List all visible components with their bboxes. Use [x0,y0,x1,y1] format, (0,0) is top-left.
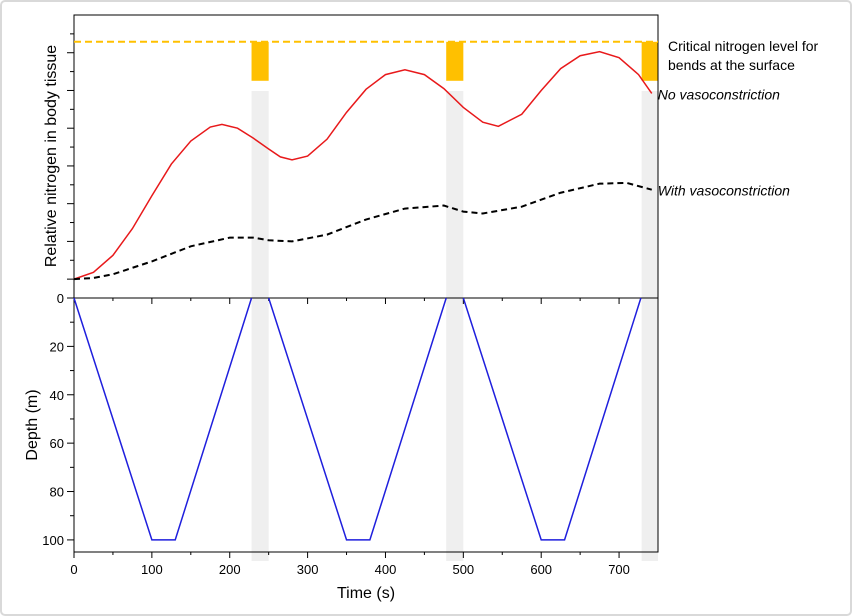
x-tick-label: 200 [219,562,241,577]
critical-label: Critical nitrogen level for [668,38,819,54]
critical-bar [641,41,658,81]
y-tick-label: 0 [57,291,64,306]
y-tick-label: 20 [50,339,64,354]
y-axis-label: Depth (m) [24,389,41,460]
y-tick-label: 100 [42,533,64,548]
critical-bar [251,41,269,81]
series-label: No vasoconstriction [658,86,780,102]
series-line [73,181,653,281]
x-tick-label: 700 [608,562,630,577]
bands [251,91,658,561]
plot-frame [73,297,659,553]
x-tick-label: 300 [297,562,319,577]
y-axis-label: Relative nitrogen in body tissue [43,45,60,267]
surface-band [641,91,658,561]
x-tick-label: 400 [375,562,397,577]
series-line [73,50,653,280]
x-tick-label: 500 [452,562,474,577]
x-tick-label: 100 [141,562,163,577]
series-label: With vasoconstriction [658,183,790,199]
y-tick-label: 80 [50,485,64,500]
series-line [73,297,642,541]
surface-band [251,91,269,561]
y-tick-label: 40 [50,388,64,403]
x-tick-label: 0 [70,562,77,577]
critical-bar [446,41,464,81]
y-tick-label: 60 [50,436,64,451]
critical-label: bends at the surface [668,57,795,73]
surface-band [446,91,464,561]
x-tick-label: 600 [530,562,552,577]
x-axis-label: Time (s) [337,585,395,602]
